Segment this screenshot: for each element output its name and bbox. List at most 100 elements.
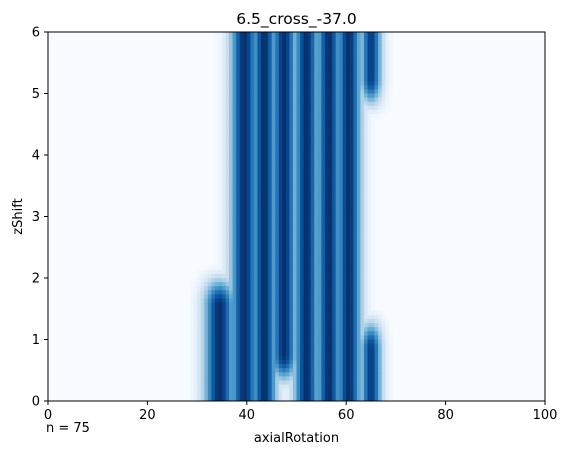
heatmap-cell (221, 298, 227, 304)
heatmap-cell (214, 40, 219, 45)
heatmap-cell (264, 298, 269, 304)
heatmap-cell (221, 85, 227, 90)
heatmap-cell (317, 77, 322, 82)
heatmap-cell (317, 126, 322, 131)
heatmap-cell (243, 73, 248, 78)
heatmap-cell (282, 380, 287, 386)
heatmap-cell (275, 224, 280, 230)
heatmap-cell (271, 384, 276, 390)
heatmap-cell (324, 150, 330, 156)
heatmap-cell (236, 130, 241, 136)
heatmap-cell (289, 351, 294, 357)
heatmap-cell (360, 327, 365, 332)
heatmap-cell (239, 216, 244, 222)
heatmap-cell (239, 376, 244, 382)
heatmap-cell (303, 351, 308, 357)
heatmap-cell (261, 261, 266, 267)
heatmap-cell (253, 171, 259, 177)
heatmap-cell (250, 310, 255, 316)
heatmap-cell (229, 269, 234, 275)
heatmap-cell (239, 364, 244, 369)
heatmap-cell (261, 290, 266, 295)
heatmap-cell (250, 44, 255, 49)
heatmap-cell (264, 48, 269, 54)
heatmap-cell (271, 126, 276, 131)
heatmap-cell (236, 245, 241, 250)
heatmap-cell (257, 52, 262, 58)
heatmap-cell (356, 224, 361, 230)
heatmap-cell (314, 73, 319, 78)
heatmap-cell (214, 364, 219, 369)
heatmap-cell (335, 44, 340, 49)
heatmap-cell (303, 114, 308, 119)
heatmap-cell (314, 261, 319, 267)
heatmap-cell (268, 314, 273, 320)
heatmap-cell (314, 265, 319, 271)
heatmap-cell (335, 101, 340, 107)
heatmap-cell (232, 159, 237, 164)
heatmap-cell (225, 101, 230, 107)
heatmap-cell (250, 126, 255, 131)
heatmap-cell (349, 327, 354, 332)
heatmap-cell (346, 265, 351, 271)
heatmap-cell (296, 48, 301, 54)
heatmap-cell (335, 376, 340, 382)
heatmap-cell (204, 298, 209, 304)
heatmap-cell (367, 384, 372, 390)
heatmap-cell (271, 376, 276, 382)
heatmap-cell (349, 81, 354, 86)
heatmap-cell (371, 388, 376, 394)
heatmap-cell (303, 175, 308, 181)
heatmap-cell (257, 388, 262, 394)
heatmap-cell (346, 388, 351, 394)
heatmap-cell (253, 302, 259, 308)
heatmap-cell (300, 122, 305, 127)
heatmap-cell (353, 183, 358, 189)
heatmap-cell (300, 109, 305, 115)
heatmap-cell (285, 306, 290, 312)
heatmap-cell (285, 167, 290, 172)
heatmap-cell (307, 228, 312, 234)
heatmap-cell (211, 327, 216, 332)
heatmap-cell (321, 319, 326, 324)
heatmap-cell (307, 114, 312, 119)
heatmap-cell (264, 216, 269, 222)
heatmap-cell (225, 93, 230, 99)
heatmap-cell (246, 224, 251, 230)
heatmap-cell (360, 310, 365, 316)
heatmap-cell (378, 32, 383, 37)
heatmap-cell (346, 134, 351, 140)
heatmap-cell (346, 245, 351, 250)
heatmap-cell (303, 384, 308, 390)
heatmap-cell (253, 261, 259, 267)
heatmap-cell (261, 323, 266, 328)
heatmap-cell (371, 81, 376, 86)
heatmap-cell (310, 286, 315, 291)
heatmap-cell (374, 310, 379, 316)
heatmap-cell (381, 396, 386, 401)
heatmap-cell (314, 175, 319, 181)
heatmap-cell (207, 314, 212, 320)
heatmap-cell (236, 355, 241, 361)
heatmap-cell (339, 146, 344, 152)
heatmap-cell (250, 114, 255, 119)
heatmap-cell (371, 85, 376, 90)
heatmap-cell (356, 32, 361, 37)
heatmap-cell (243, 364, 248, 369)
heatmap-cell (250, 396, 255, 401)
heatmap-cell (239, 339, 244, 345)
heatmap-cell (229, 319, 234, 324)
heatmap-cell (246, 142, 251, 148)
heatmap-cell (374, 392, 379, 398)
heatmap-cell (218, 134, 223, 140)
heatmap-cell (218, 44, 223, 49)
heatmap-cell (310, 191, 315, 197)
heatmap-cell (335, 32, 340, 37)
heatmap-cell (353, 376, 358, 382)
heatmap-cell (214, 343, 219, 349)
heatmap-cell (310, 372, 315, 377)
heatmap-cell (271, 109, 276, 115)
heatmap-cell (271, 32, 276, 37)
heatmap-cell (388, 351, 393, 357)
heatmap-cell (232, 150, 237, 156)
